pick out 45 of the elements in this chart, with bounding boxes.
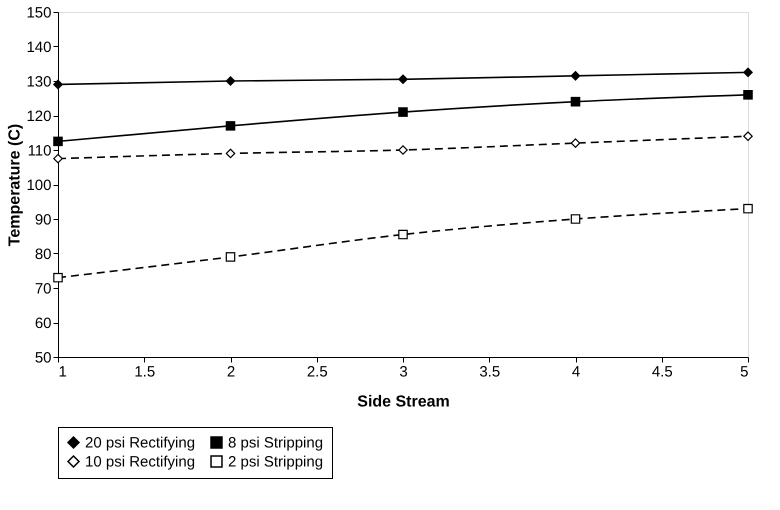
- y-tick-label: 130: [26, 74, 52, 90]
- point: [226, 121, 236, 131]
- point: [570, 96, 580, 106]
- x-tick-label: 2: [226, 364, 236, 380]
- point: [570, 138, 580, 148]
- point: [226, 76, 236, 86]
- point: [570, 71, 580, 81]
- x-tick-label: 4: [572, 364, 580, 380]
- x-axis-title: Side Stream: [357, 394, 450, 410]
- point: [398, 107, 408, 117]
- point: [743, 131, 753, 141]
- legend-label: 20 psi Rectifying: [85, 434, 196, 452]
- x-tick-label: 5: [740, 364, 748, 380]
- point: [743, 204, 753, 214]
- y-axis-title: Temperature (C): [6, 124, 24, 246]
- y-tick-label: 60: [34, 315, 52, 332]
- point: [226, 252, 236, 262]
- y-tick-label: 90: [34, 212, 52, 228]
- legend-label: 8 psi Stripping: [228, 434, 324, 452]
- point: [398, 74, 408, 84]
- point: [743, 90, 753, 100]
- y-tick-label: 150: [26, 4, 52, 22]
- point: [398, 145, 408, 155]
- y-tick-label: 50: [34, 350, 52, 366]
- x-tick-label: 3.5: [479, 364, 500, 380]
- y-tick-label: 140: [26, 39, 52, 56]
- x-tick-label: 4.5: [652, 364, 673, 380]
- point: [398, 230, 408, 240]
- y-tick-label: 70: [34, 280, 52, 298]
- y-tick-label: 110: [28, 142, 52, 160]
- point: [743, 68, 753, 78]
- y-tick-label: 100: [26, 177, 52, 194]
- x-tick-label: 1.5: [134, 364, 156, 380]
- x-tick-label: 1: [58, 364, 67, 380]
- point: [53, 154, 63, 164]
- point: [226, 148, 236, 158]
- y-tick-label: 120: [26, 108, 52, 125]
- point: [570, 214, 580, 224]
- y-tick-label: 80: [34, 246, 52, 263]
- x-tick-label: 3: [399, 364, 408, 380]
- x-tick-label: 2.5: [306, 364, 328, 380]
- point: [53, 272, 63, 282]
- legend-label: 2 psi Stripping: [228, 454, 324, 470]
- point: [53, 136, 63, 146]
- legend-label: 10 psi Rectifying: [85, 454, 196, 470]
